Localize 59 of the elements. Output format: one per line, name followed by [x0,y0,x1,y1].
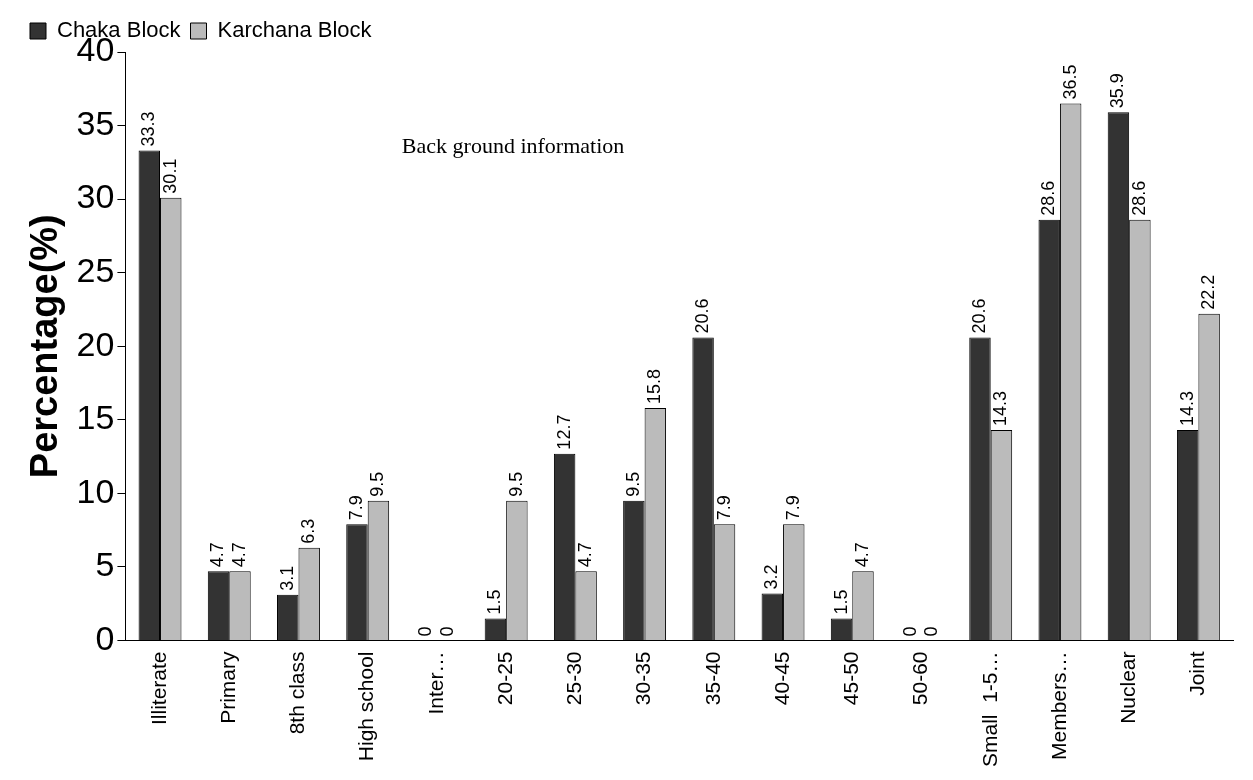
x-tick-label: High school [354,651,378,762]
data-label: 0 [899,626,920,637]
x-tick-label: 25-30 [562,651,586,706]
x-tick-label: 45-50 [839,651,863,706]
data-label: 22.2 [1198,274,1219,310]
data-label: 4.7 [575,542,596,568]
data-label: 0 [436,626,457,637]
data-label: 14.3 [1176,391,1197,427]
data-label: 20.6 [692,298,713,334]
x-tick-label: Nuclear [1115,651,1139,724]
legend-label: Karchana Block [217,17,373,43]
data-label: 28.6 [1128,180,1149,216]
data-label: 3.2 [761,564,782,590]
data-label: 7.9 [782,495,803,521]
data-label: 9.5 [505,471,526,497]
data-label: 9.5 [367,471,388,497]
x-tick-label: Small 1-5… [977,651,1001,767]
data-label: 9.5 [622,471,643,497]
x-tick-label: Primary [216,650,240,724]
data-label: 1.5 [484,589,505,615]
x-tick-label: 8th class [285,651,309,735]
data-label: 3.1 [276,565,297,591]
data-label: 1.5 [830,589,851,615]
data-label: 7.9 [345,495,366,521]
data-label: 14.3 [990,391,1011,427]
y-axis-title: Percentage(%) [23,214,66,479]
x-tick-label: 35-40 [700,651,724,706]
data-label: 35.9 [1107,73,1128,109]
data-label: 0 [415,626,436,637]
y-tick-label: 5 [95,545,115,584]
data-label: 4.7 [851,542,872,568]
x-tick-label: Inter… [423,651,447,715]
y-tick-label: 0 [95,618,115,657]
y-tick-label: 25 [76,251,115,290]
data-label: 6.3 [298,518,319,544]
data-label: 12.7 [553,414,574,450]
data-label: 4.7 [207,542,228,568]
data-label: 0 [921,626,942,637]
x-tick-label: 50-60 [908,651,932,706]
x-tick-label: Illiterate [146,651,170,725]
data-label: 36.5 [1059,64,1080,100]
data-label: 33.3 [138,111,159,147]
x-tick-label: 20-25 [492,651,516,706]
x-tick-label: 30-35 [631,651,655,706]
data-label: 30.1 [159,158,180,194]
x-tick-label: Joint [1185,651,1209,696]
data-label: 28.6 [1038,180,1059,216]
data-label: 20.6 [968,298,989,334]
y-tick-label: 15 [76,398,115,437]
text: Back ground information [401,132,625,158]
y-tick-label: 30 [76,177,115,216]
data-label: 4.7 [228,542,249,568]
data-label: 15.8 [644,368,665,405]
data-label: 7.9 [713,495,734,521]
y-tick-label: 35 [76,103,115,142]
x-tick-label: 40-45 [769,651,793,706]
y-tick-label: 20 [76,324,115,363]
y-tick-label: 10 [76,471,115,510]
x-tick-label: Members… [1046,651,1070,760]
